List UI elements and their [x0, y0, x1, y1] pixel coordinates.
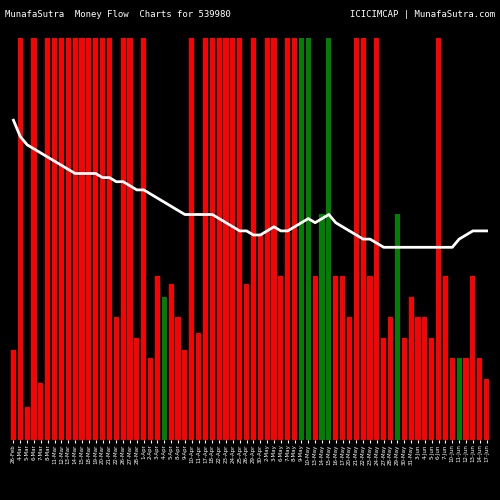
- Bar: [354, 38, 359, 440]
- Bar: [59, 38, 64, 440]
- Bar: [326, 38, 332, 440]
- Bar: [168, 284, 173, 440]
- Bar: [203, 38, 208, 440]
- Bar: [196, 334, 201, 440]
- Bar: [162, 296, 167, 440]
- Bar: [52, 38, 57, 440]
- Bar: [72, 38, 78, 440]
- Bar: [128, 38, 132, 440]
- Bar: [306, 38, 311, 440]
- Bar: [278, 276, 283, 440]
- Bar: [148, 358, 153, 440]
- Bar: [443, 276, 448, 440]
- Bar: [141, 38, 146, 440]
- Bar: [66, 38, 71, 440]
- Bar: [477, 358, 482, 440]
- Bar: [436, 38, 441, 440]
- Bar: [182, 350, 188, 440]
- Bar: [134, 338, 140, 440]
- Bar: [408, 296, 414, 440]
- Bar: [395, 214, 400, 440]
- Bar: [470, 276, 476, 440]
- Bar: [374, 38, 380, 440]
- Text: ICICIMCAP | MunafaSutra.com: ICICIMCAP | MunafaSutra.com: [350, 10, 495, 19]
- Bar: [402, 338, 407, 440]
- Bar: [120, 38, 126, 440]
- Bar: [484, 378, 489, 440]
- Bar: [155, 276, 160, 440]
- Bar: [224, 38, 228, 440]
- Bar: [456, 358, 462, 440]
- Bar: [272, 38, 276, 440]
- Bar: [189, 38, 194, 440]
- Bar: [216, 38, 222, 440]
- Bar: [360, 38, 366, 440]
- Bar: [299, 38, 304, 440]
- Text: MunafaSutra  Money Flow  Charts for 539980: MunafaSutra Money Flow Charts for 539980: [5, 10, 231, 19]
- Bar: [388, 317, 393, 440]
- Bar: [210, 38, 215, 440]
- Bar: [45, 38, 51, 440]
- Bar: [340, 276, 345, 440]
- Bar: [93, 38, 98, 440]
- Bar: [86, 38, 92, 440]
- Bar: [24, 407, 29, 440]
- Bar: [312, 276, 318, 440]
- Bar: [429, 338, 434, 440]
- Bar: [237, 38, 242, 440]
- Bar: [333, 276, 338, 440]
- Bar: [258, 235, 263, 440]
- Bar: [292, 38, 297, 440]
- Bar: [114, 317, 119, 440]
- Bar: [285, 38, 290, 440]
- Bar: [347, 317, 352, 440]
- Bar: [464, 358, 468, 440]
- Bar: [416, 317, 420, 440]
- Bar: [320, 214, 324, 440]
- Bar: [230, 38, 235, 440]
- Bar: [11, 350, 16, 440]
- Bar: [264, 38, 270, 440]
- Bar: [107, 38, 112, 440]
- Bar: [176, 317, 180, 440]
- Bar: [100, 38, 105, 440]
- Bar: [450, 358, 455, 440]
- Bar: [251, 38, 256, 440]
- Bar: [18, 38, 23, 440]
- Bar: [32, 38, 36, 440]
- Bar: [422, 317, 428, 440]
- Bar: [381, 338, 386, 440]
- Bar: [368, 276, 372, 440]
- Bar: [38, 382, 44, 440]
- Bar: [244, 284, 249, 440]
- Bar: [80, 38, 84, 440]
